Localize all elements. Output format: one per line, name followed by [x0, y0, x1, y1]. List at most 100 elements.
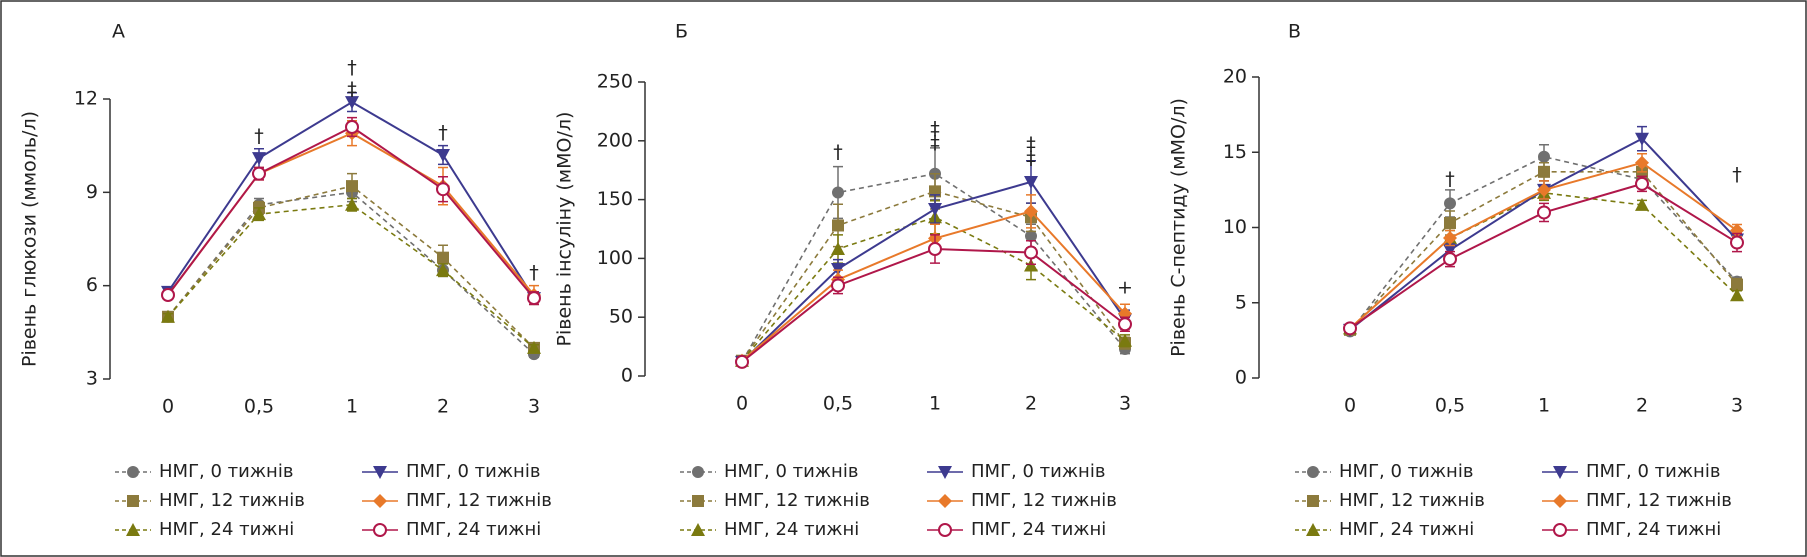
annotation: † [347, 56, 357, 78]
marker [691, 523, 705, 536]
marker [527, 291, 541, 306]
legend-label: НМГ, 12 тижнів [724, 490, 870, 511]
marker [127, 466, 139, 478]
marker [928, 241, 942, 256]
marker [252, 207, 266, 221]
legend-label: НМГ, 12 тижнів [159, 490, 305, 511]
y-tick-label: 150 [597, 188, 633, 210]
marker [1307, 466, 1319, 478]
marker [1538, 150, 1550, 163]
marker [1443, 252, 1457, 267]
annotation: † [1445, 168, 1455, 190]
x-tick-label: 0 [1344, 395, 1356, 417]
marker [1553, 466, 1567, 479]
x-tick-label: 3 [1731, 395, 1743, 417]
y-tick-label: 3 [86, 368, 98, 390]
legend-label: НМГ, 0 тижнів [159, 461, 293, 482]
marker [1731, 278, 1743, 291]
marker [1025, 230, 1037, 243]
annotation: ‡ [930, 118, 940, 140]
marker [735, 354, 749, 369]
marker [252, 152, 266, 166]
legend-label: НМГ, 24 тижні [724, 519, 859, 540]
marker [938, 523, 952, 537]
y-tick-label: 0 [1235, 367, 1247, 389]
series-line [1349, 155, 1738, 332]
marker [1635, 132, 1649, 146]
marker [1537, 182, 1551, 197]
legend-label: ПМГ, 24 тижні [971, 519, 1106, 540]
legend-label: ПМГ, 12 тижнів [1586, 490, 1732, 511]
marker [345, 96, 359, 110]
x-tick-label: 1 [346, 396, 358, 418]
y-tick-label: 9 [86, 181, 98, 203]
x-tick-label: 0,5 [1435, 395, 1465, 417]
legend-label: ПМГ, 12 тижнів [406, 490, 552, 511]
marker [1553, 523, 1567, 537]
y-tick-label: 10 [1223, 216, 1247, 238]
x-tick-label: 0 [162, 396, 174, 418]
marker [1024, 204, 1038, 219]
y-tick-label: 0 [621, 365, 633, 387]
x-tick-label: 0,5 [244, 396, 274, 418]
x-tick-label: 1 [1538, 395, 1550, 417]
x-tick-label: 1 [929, 393, 941, 415]
marker [1443, 231, 1457, 246]
marker [126, 523, 140, 536]
marker [161, 288, 175, 302]
marker [1118, 317, 1132, 332]
x-tick-label: 0,5 [823, 393, 853, 415]
y-tick-label: 20 [1223, 66, 1247, 88]
marker [1538, 165, 1550, 178]
marker [345, 120, 359, 134]
y-axis-label: Рівень глюкози (ммоль/л) [19, 111, 41, 367]
y-tick-label: 250 [597, 71, 633, 93]
x-tick-label: 2 [1025, 393, 1037, 415]
marker [436, 263, 450, 277]
annotation: † [438, 122, 448, 144]
marker [1343, 321, 1357, 336]
panel-label: Б [675, 21, 688, 43]
marker [832, 186, 844, 199]
marker [437, 251, 449, 264]
marker [127, 495, 139, 507]
marker [345, 197, 359, 211]
marker [1730, 235, 1744, 250]
marker [346, 180, 358, 193]
marker [1024, 245, 1038, 260]
marker [1537, 205, 1551, 220]
series-line [1349, 192, 1738, 329]
x-tick-label: 3 [528, 396, 540, 418]
series-line [741, 216, 1126, 362]
series-line [741, 172, 1126, 363]
marker [1553, 494, 1567, 508]
marker [692, 495, 704, 507]
marker [1444, 216, 1456, 229]
marker [938, 466, 952, 479]
legend-label: ПМГ, 24 тижні [406, 519, 541, 540]
legend-label: ПМГ, 0 тижнів [406, 461, 540, 482]
annotation: † [254, 125, 264, 147]
y-axis-label: Рівень інсуліну (мМО/л) [554, 112, 576, 347]
legend-label: НМГ, 24 тижні [159, 519, 294, 540]
marker [373, 466, 387, 479]
legend-label: ПМГ, 24 тижні [1586, 519, 1721, 540]
marker [161, 309, 175, 323]
y-axis-label: Рівень С-пептиду (мМО/л) [1168, 98, 1190, 357]
marker [1635, 197, 1649, 211]
marker [692, 466, 704, 478]
legend-label: НМГ, 0 тижнів [1339, 461, 1473, 482]
y-tick-label: 15 [1223, 141, 1247, 163]
x-tick-label: 0 [736, 393, 748, 415]
marker [373, 523, 387, 537]
marker [831, 278, 845, 293]
x-tick-label: 2 [437, 396, 449, 418]
x-tick-label: 3 [1119, 393, 1131, 415]
marker [831, 241, 845, 255]
marker [1730, 288, 1744, 302]
marker [527, 340, 541, 354]
y-tick-label: 100 [597, 247, 633, 269]
